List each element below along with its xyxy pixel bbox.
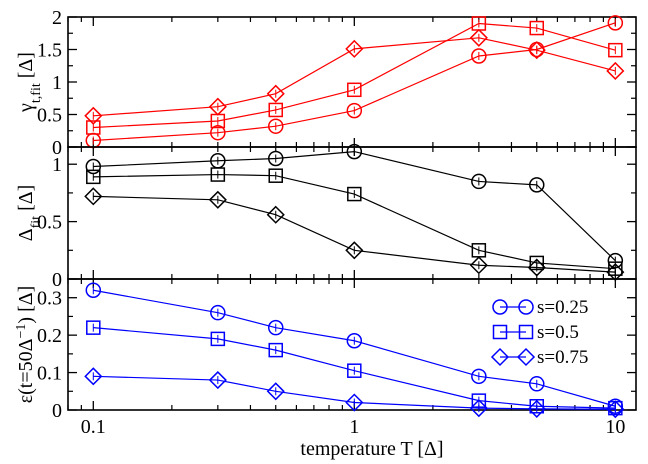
panel-delta: 0 0.5 1 Δfit [Δ]	[15, 143, 637, 291]
data-point-circle	[346, 143, 363, 160]
data-point-square	[86, 120, 101, 135]
data-point-square	[86, 169, 101, 185]
data-point-circle	[346, 102, 363, 119]
data-point-diamond	[345, 393, 364, 412]
data-point-square	[268, 168, 283, 183]
legend-label: s=0.75	[537, 347, 588, 368]
data-point-diamond	[606, 61, 625, 81]
data-point-diamond	[266, 205, 285, 224]
data-point-circle	[607, 15, 624, 31]
y-tick-label: 1	[52, 72, 62, 94]
legend-marker-diamond	[490, 347, 510, 367]
data-point-circle	[267, 118, 284, 134]
y-tick-label: 0.2	[37, 325, 62, 347]
legend-marker-circle	[492, 299, 508, 315]
y-tick-label: 0.1	[37, 363, 62, 385]
data-point-diamond	[208, 370, 227, 390]
data-point-circle	[529, 376, 545, 392]
data-point-square	[210, 167, 226, 182]
data-point-square	[268, 342, 283, 358]
data-point-circle	[267, 319, 284, 336]
y-axis-label-gamma: γt,fit [Δ]	[15, 52, 44, 113]
data-point-circle	[210, 124, 226, 141]
legend-label: s=0.25	[537, 297, 588, 318]
data-point-circle	[471, 48, 487, 64]
data-point-diamond	[527, 258, 546, 277]
series-line-delta-circle	[93, 150, 616, 262]
legend-label: s=0.5	[537, 322, 579, 343]
data-point-square	[347, 186, 362, 202]
data-point-diamond	[606, 400, 625, 419]
data-point-diamond	[527, 41, 546, 60]
data-point-circle	[529, 177, 545, 193]
y-axis-label-delta: Δfit [Δ]	[15, 185, 44, 242]
y-tick-label: 1.5	[37, 40, 62, 62]
legend-marker-square	[518, 324, 534, 340]
data-point-diamond	[469, 28, 488, 47]
y-tick-label: 1	[52, 154, 62, 176]
data-point-diamond	[469, 399, 488, 418]
data-point-diamond	[266, 382, 285, 401]
legend-marker-diamond	[516, 347, 536, 367]
data-point-diamond	[345, 241, 364, 260]
data-point-square	[86, 320, 101, 335]
plot-frame-epsilon	[67, 278, 637, 411]
data-point-square	[608, 42, 623, 58]
plot-frame-delta	[67, 146, 637, 280]
data-point-diamond	[208, 190, 227, 209]
panel-gamma: 0 0.5 1 1.5 2 γt,fit [Δ]	[15, 7, 637, 159]
y-tick-label: 0.5	[37, 212, 62, 234]
data-point-diamond	[527, 399, 546, 418]
x-axis-label: temperature T [Δ]	[300, 438, 443, 460]
data-point-diamond	[345, 39, 364, 58]
data-point-square	[268, 102, 283, 118]
data-point-circle	[471, 368, 487, 385]
panel-epsilon: 0 0.1 0.2 0.3ε(t=50Δ−1) [Δ]	[14, 278, 637, 422]
data-point-diamond	[266, 84, 285, 103]
legend-marker-circle	[518, 299, 534, 315]
y-tick-label: 0	[52, 400, 62, 422]
plot-frame-gamma	[67, 16, 637, 148]
data-point-square	[347, 82, 362, 98]
y-tick-label: 0.5	[37, 105, 62, 127]
legend-marker-square	[492, 324, 508, 340]
data-point-circle	[346, 333, 363, 349]
y-tick-label: 2	[52, 7, 62, 29]
data-point-square	[347, 363, 362, 378]
data-point-diamond	[208, 97, 227, 116]
legend: s=0.25 s=0.5 s=0.75	[490, 297, 588, 368]
data-point-diamond	[84, 106, 103, 125]
data-point-circle	[267, 150, 284, 167]
y-axis-label-epsilon: ε(t=50Δ−1) [Δ]	[14, 286, 38, 404]
x-tick-label: 1	[349, 416, 359, 438]
y-tick-label: 0	[52, 137, 62, 159]
x-tick-label: 10	[605, 416, 625, 438]
data-point-circle	[210, 304, 226, 321]
data-point-diamond	[84, 367, 103, 386]
data-point-square	[529, 20, 545, 36]
x-tick-label: 0.1	[81, 416, 106, 438]
data-point-diamond	[469, 256, 488, 275]
y-tick-label: 0.3	[37, 288, 62, 310]
data-point-circle	[85, 282, 102, 298]
y-tick-label: 0	[52, 269, 62, 291]
data-point-circle	[471, 173, 487, 190]
data-point-diamond	[84, 187, 103, 206]
data-point-square	[210, 331, 226, 347]
